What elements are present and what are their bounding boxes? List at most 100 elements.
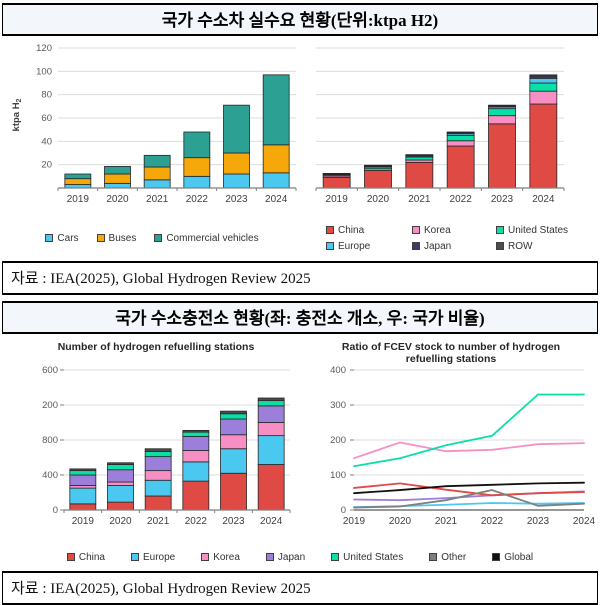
x-tick-label: 2022 — [186, 194, 209, 205]
y-tick-label: 20 — [41, 160, 52, 171]
bar-segment-other — [257, 397, 285, 402]
bar-segment-commercial-vehicles — [223, 104, 250, 154]
bar-segment-row — [405, 154, 434, 156]
bar-segment-china — [405, 161, 434, 189]
bar-segment-row — [322, 173, 351, 175]
bar-segment-china — [488, 123, 516, 189]
legend-item-commercial-vehicles: Commercial vehicles — [154, 233, 259, 244]
legend-swatch-united-states — [331, 553, 340, 561]
legend-swatch-korea — [412, 226, 420, 234]
bar-segment-buses — [223, 152, 250, 175]
legend-swatch-cars — [45, 234, 54, 242]
panel2-chart-area: Number of hydrogen refuelling stations 0… — [2, 334, 598, 571]
bar-segment-buses — [143, 166, 171, 181]
bar-chart-demand-by-country: 2019 2020 2021 2022 2023 2024 — [315, 47, 565, 205]
bar-segment-europe — [529, 77, 558, 84]
bar-segment-japan — [144, 456, 172, 472]
bar-segment-united-states — [257, 400, 285, 407]
y-tick-label: 100 — [36, 66, 52, 77]
bar-segment-europe — [107, 485, 134, 503]
legend-stations: China Europe Korea Japan United States Other G… — [2, 543, 598, 571]
x-tick-label: 2020 — [106, 194, 129, 205]
bar-segment-korea — [107, 481, 134, 486]
legend-item-europe: Europe — [326, 241, 412, 252]
bar-segment-commercial-vehicles — [64, 173, 92, 180]
legend-item-china: China — [66, 552, 105, 563]
legend-swatch-europe — [130, 553, 139, 561]
y-tick-label: 400 — [42, 470, 58, 481]
bar-segment-united-states — [144, 450, 172, 458]
bar-segment-korea — [446, 140, 475, 147]
bar-segment-korea — [488, 115, 516, 125]
legend-demand-countries: China Korea United States Europe Japan ROW — [302, 225, 594, 252]
legend-label: Buses — [108, 232, 137, 244]
x-tick-label: 2023 — [491, 194, 514, 205]
bar-segment-japan — [69, 474, 97, 486]
line-series-united-states — [353, 393, 585, 468]
legend-swatch-china — [66, 553, 75, 561]
bar-segment-japan — [257, 405, 285, 423]
bar-segment-japan — [107, 469, 134, 483]
legend-vehicle-types: Cars Buses Commercial vehicles — [2, 233, 302, 244]
bar-segment-other — [220, 410, 247, 415]
bar-segment-korea — [529, 90, 558, 105]
bar-segment-united-states — [405, 156, 434, 161]
bar-segment-united-states — [488, 108, 516, 117]
legend-label: Japan — [424, 240, 452, 252]
x-tick-label: 2021 — [408, 194, 431, 205]
x-tick-label: 2021 — [147, 516, 170, 527]
legend-item-global: Global — [492, 552, 533, 563]
x-tick-label: 2024 — [573, 516, 596, 527]
bar-chart-refuelling-stations: 0 400 800 200 600 2019 2020 2021 2022 2023 2024 — [42, 365, 291, 527]
y-tick-label: 400 — [330, 365, 346, 376]
legend-item-row: ROW — [496, 241, 600, 252]
x-tick-label: 2019 — [326, 194, 349, 205]
legend-label: Japan — [277, 551, 306, 563]
bar-segment-china — [257, 464, 285, 511]
bar-segment-buses — [183, 157, 211, 177]
legend-swatch-china — [326, 226, 334, 234]
bar-segment-china — [182, 480, 210, 511]
bar-segment-cars — [104, 182, 131, 189]
legend-item-united-states: United States — [496, 225, 600, 236]
bar-segment-buses — [262, 144, 290, 174]
line-series-global — [353, 481, 585, 495]
bar-segment-cars — [143, 179, 171, 189]
x-tick-label: 2020 — [367, 194, 390, 205]
bar-segment-buses — [104, 173, 131, 184]
bar-segment-commercial-vehicles — [262, 74, 290, 146]
legend-label: Korea — [213, 551, 240, 563]
x-tick-label: 2022 — [450, 194, 473, 205]
legend-swatch-buses — [96, 234, 105, 242]
legend-swatch-row — [496, 242, 504, 250]
x-tick-label: 2024 — [265, 194, 288, 205]
legend-item-japan: Japan — [412, 241, 496, 252]
chart-refuelling-stations: Number of hydrogen refuelling stations 0… — [6, 338, 306, 541]
bar-segment-united-states — [107, 464, 134, 471]
panel1-source: 자료 : IEA(2025), Global Hydrogen Review 2… — [2, 261, 598, 295]
line-series-korea — [353, 441, 585, 460]
x-tick-label: 2020 — [109, 516, 132, 527]
bar-segment-japan — [182, 436, 210, 451]
legend-swatch-europe — [326, 242, 334, 250]
x-tick-label: 2020 — [389, 516, 412, 527]
y-tick-label: 200 — [42, 400, 58, 411]
chart-demand-by-vehicle: 20 40 60 80 100 120 2019 2020 2021 2022 2023 2024 kt… — [6, 40, 306, 215]
legend-swatch-japan — [265, 553, 274, 561]
chart-title-stations: Number of hydrogen refuelling stations — [57, 341, 255, 353]
chart-fcev-ratio: Ratio of FCEV stock to number of hydroge… — [306, 338, 596, 541]
bar-segment-other — [69, 468, 97, 472]
bar-segment-row — [446, 131, 475, 133]
legend-swatch-japan — [412, 242, 420, 250]
x-tick-label: 2022 — [185, 516, 208, 527]
x-tick-label: 2023 — [225, 194, 248, 205]
bar-segment-china — [69, 503, 97, 511]
y-axis-title: ktpa H2 — [11, 98, 23, 131]
y-tick-label: 60 — [41, 113, 52, 124]
legend-label: United States — [508, 224, 569, 236]
bar-segment-cars — [223, 173, 250, 189]
bar-segment-korea — [182, 450, 210, 463]
line-series-china — [353, 482, 585, 497]
y-tick-label: 200 — [330, 435, 346, 446]
legend-label: China — [338, 224, 365, 236]
